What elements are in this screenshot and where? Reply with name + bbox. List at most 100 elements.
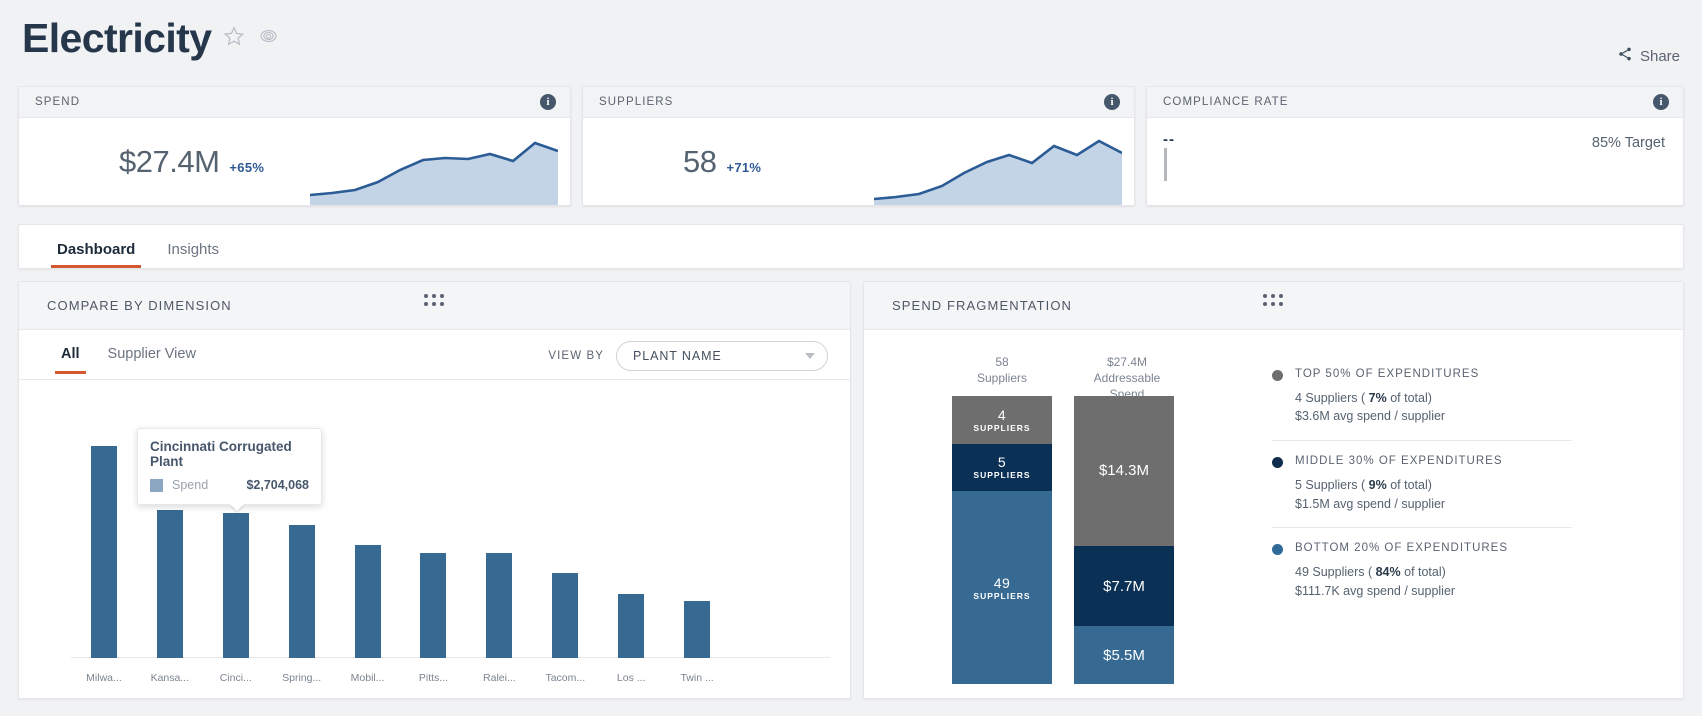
bar[interactable]	[90, 446, 117, 658]
subtab-supplier-view[interactable]: Supplier View	[107, 345, 196, 362]
kpi-value-compliance-rate: --	[1163, 131, 1175, 148]
drag-handle-icon[interactable]	[1262, 294, 1285, 306]
page-header: Electricity Share	[0, 0, 1702, 86]
bar[interactable]	[156, 510, 183, 658]
bar-slot[interactable]: Los ...	[598, 402, 664, 684]
fragmentation-col-label-suppliers: 58 Suppliers	[952, 354, 1052, 386]
kpi-body-spend: $27.4M +65%	[19, 118, 570, 205]
legend-separator	[1272, 527, 1572, 529]
kpi-card-compliance-rate[interactable]: COMPLIANCE RATE i -- 85% Target	[1146, 86, 1684, 206]
chart-tooltip: Cincinnati Corrugated Plant Spend $2,704…	[137, 428, 322, 505]
legend-color-dot	[1272, 457, 1283, 469]
legend-color-dot	[1272, 370, 1283, 381]
kpi-title-suppliers: SUPPLIERS	[599, 96, 674, 108]
bar[interactable]	[618, 594, 645, 658]
view-by-control: VIEW BY PLANT NAME	[548, 340, 828, 379]
bar-slot[interactable]: Cinci...	[203, 402, 269, 684]
segment-amount: $7.7M	[1103, 577, 1145, 595]
col-a-line2: Suppliers	[976, 371, 1028, 386]
col-b-line2: Addressable	[1093, 371, 1161, 386]
tooltip-row: Spend $2,704,068	[150, 478, 309, 492]
kpi-value-spend: $27.4M	[119, 143, 220, 179]
fragmentation-legend: TOP 50% OF EXPENDITURES 4 Suppliers ( 7% …	[1272, 366, 1572, 611]
share-button[interactable]: Share	[1617, 46, 1680, 66]
bar-slot[interactable]: Mobil...	[335, 402, 401, 684]
legend-item[interactable]: BOTTOM 20% OF EXPENDITURES 49 Suppliers (…	[1272, 540, 1572, 610]
legend-text: BOTTOM 20% OF EXPENDITURES 49 Suppliers (…	[1295, 540, 1508, 600]
kpi-header: SPEND i	[19, 87, 570, 118]
panel-compare-by-dimension: COMPARE BY DIMENSION All Supplier View V…	[18, 281, 851, 699]
stack-segment-suppliers[interactable]: 5 SUPPLIERS	[952, 443, 1052, 492]
panel-title-compare-by-dimension: COMPARE BY DIMENSION	[47, 298, 232, 313]
tab-dashboard[interactable]: Dashboard	[41, 241, 151, 268]
tab-insights[interactable]: Insights	[167, 241, 220, 258]
bar[interactable]	[552, 573, 579, 658]
bar-chart-spend-by-plant: Milwa... Kansa... Cinci... Spring... Mobil..…	[19, 380, 850, 698]
info-icon[interactable]: i	[540, 94, 556, 110]
panel-title-spend-fragmentation: SPEND FRAGMENTATION	[892, 298, 1073, 313]
segment-unit: SUPPLIERS	[973, 470, 1031, 481]
info-icon[interactable]: i	[1653, 94, 1669, 110]
bar[interactable]	[288, 525, 315, 658]
legend-item[interactable]: TOP 50% OF EXPENDITURES 4 Suppliers ( 7% …	[1272, 366, 1572, 436]
legend-heading: BOTTOM 20% OF EXPENDITURES	[1295, 542, 1509, 555]
bar-label: Los ...	[616, 672, 646, 684]
eye-icon[interactable]	[257, 25, 280, 52]
bar-slot[interactable]: Spring...	[269, 402, 335, 684]
stacked-bar-suppliers[interactable]: 4 SUPPLIERS 5 SUPPLIERS 49 SUPPLIERS	[952, 396, 1052, 684]
bar-slot[interactable]: Ralei...	[466, 402, 532, 684]
main-tabs: Dashboard Insights	[18, 224, 1684, 269]
kpi-value-wrap: $27.4M +65%	[19, 144, 264, 180]
chevron-down-icon	[805, 352, 815, 359]
bar-label: Milwa...	[86, 672, 122, 684]
kpi-card-row: SPEND i $27.4M +65% SUPPLIERS i 58 +71%	[0, 86, 1702, 206]
kpi-body-compliance-rate: -- 85% Target	[1147, 118, 1683, 205]
bar-slot[interactable]: Milwa...	[71, 402, 137, 684]
bar-slot[interactable]: Pitts...	[401, 402, 467, 684]
bar-label: Cinci...	[219, 672, 252, 684]
legend-line-suppliers: 49 Suppliers ( 84% of total)	[1295, 565, 1446, 580]
stack-segment-suppliers[interactable]: 4 SUPPLIERS	[952, 396, 1052, 444]
stack-segment-spend[interactable]: $14.3M	[1074, 396, 1174, 546]
legend-item[interactable]: MIDDLE 30% OF EXPENDITURES 5 Suppliers ( …	[1272, 453, 1572, 523]
legend-color-dot	[1272, 544, 1283, 556]
col-a-line1: 58	[995, 355, 1009, 369]
bar-label: Kansa...	[150, 672, 190, 684]
drag-handle-icon[interactable]	[423, 294, 446, 306]
bar[interactable]	[486, 553, 513, 658]
bar-label: Mobil...	[350, 672, 385, 684]
tooltip-metric-value: $2,704,068	[246, 478, 309, 492]
view-by-label: VIEW BY	[548, 349, 604, 362]
bar-label: Spring...	[282, 672, 322, 684]
stack-segment-spend[interactable]: $7.7M	[1074, 545, 1174, 627]
bar[interactable]	[354, 545, 381, 658]
info-icon[interactable]: i	[1104, 94, 1120, 110]
legend-line-avg-spend: $1.5M avg spend / supplier	[1295, 496, 1446, 511]
subtab-all[interactable]: All	[47, 346, 94, 374]
bar-slot[interactable]: Tacom...	[532, 402, 598, 684]
stack-segment-spend[interactable]: $5.5M	[1074, 626, 1174, 684]
bar-label: Ralei...	[483, 672, 516, 684]
bar-slot[interactable]: Kansa...	[137, 402, 203, 684]
kpi-header: SUPPLIERS i	[583, 87, 1134, 118]
segment-amount: $14.3M	[1098, 462, 1150, 480]
stack-segment-suppliers[interactable]: 49 SUPPLIERS	[952, 491, 1052, 684]
bar-slot[interactable]: Twin ...	[664, 402, 730, 684]
bar[interactable]	[684, 601, 711, 658]
bar[interactable]	[222, 513, 249, 658]
stacked-bar-spend[interactable]: $14.3M $7.7M $5.5M	[1074, 396, 1174, 684]
kpi-header: COMPLIANCE RATE i	[1147, 87, 1683, 118]
sparkline-suppliers	[874, 139, 1122, 205]
panel-header: COMPARE BY DIMENSION	[19, 282, 850, 330]
kpi-title-compliance-rate: COMPLIANCE RATE	[1163, 96, 1289, 108]
dashboard-panels: COMPARE BY DIMENSION All Supplier View V…	[0, 269, 1702, 699]
star-icon[interactable]	[223, 25, 245, 52]
kpi-card-suppliers[interactable]: SUPPLIERS i 58 +71%	[582, 86, 1135, 206]
bar[interactable]	[420, 553, 447, 658]
view-by-select[interactable]: PLANT NAME	[616, 340, 828, 371]
bar-label: Tacom...	[545, 672, 586, 684]
kpi-card-spend[interactable]: SPEND i $27.4M +65%	[18, 86, 571, 206]
legend-line-suppliers: 5 Suppliers ( 9% of total)	[1295, 477, 1432, 492]
col-b-line1: $27.4M	[1106, 355, 1148, 369]
segment-unit: SUPPLIERS	[973, 590, 1031, 601]
